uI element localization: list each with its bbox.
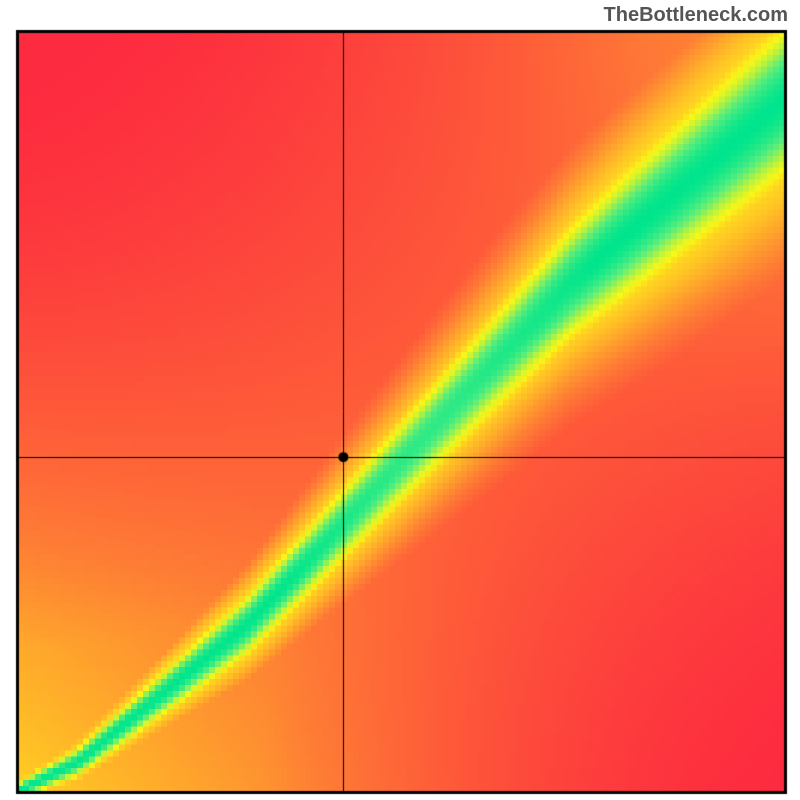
chart-container: TheBottleneck.com <box>0 0 800 800</box>
watermark-text: TheBottleneck.com <box>604 4 788 27</box>
chart-overlay <box>0 0 800 800</box>
